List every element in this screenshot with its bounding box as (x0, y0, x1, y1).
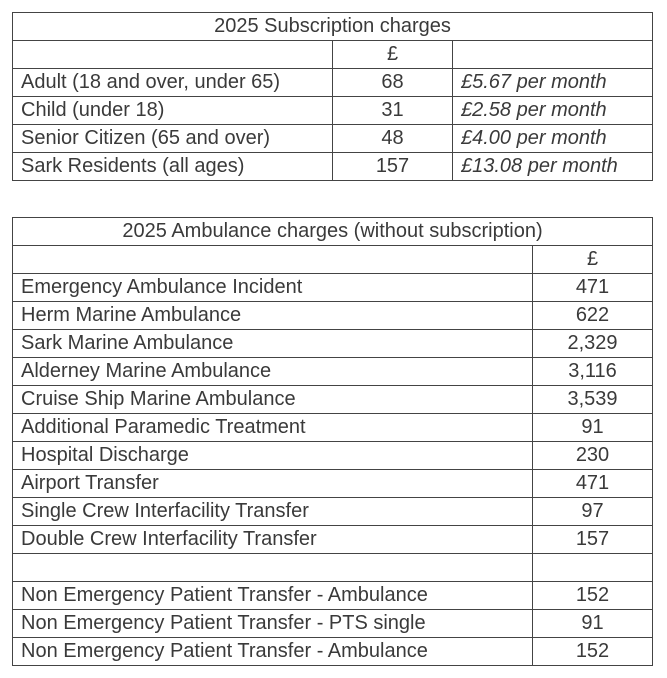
ambulance-label: Non Emergency Patient Transfer - Ambulan… (13, 638, 533, 666)
ambulance-title-row: 2025 Ambulance charges (without subscrip… (13, 218, 653, 246)
subscription-amount: 31 (333, 97, 453, 125)
ambulance-amount: 152 (533, 638, 653, 666)
ambulance-header-row: £ (13, 246, 653, 274)
subscription-label: Adult (18 and over, under 65) (13, 69, 333, 97)
table-row: Single Crew Interfacility Transfer 97 (13, 498, 653, 526)
ambulance-table: 2025 Ambulance charges (without subscrip… (12, 217, 653, 666)
table-row: Non Emergency Patient Transfer - Ambulan… (13, 638, 653, 666)
table-row: Child (under 18) 31 £2.58 per month (13, 97, 653, 125)
ambulance-label: Non Emergency Patient Transfer - PTS sin… (13, 610, 533, 638)
ambulance-amount: 97 (533, 498, 653, 526)
table-row: Alderney Marine Ambulance 3,116 (13, 358, 653, 386)
subscription-monthly: £5.67 per month (453, 69, 653, 97)
ambulance-header-blank (13, 246, 533, 274)
table-row: Double Crew Interfacility Transfer 157 (13, 526, 653, 554)
subscription-label: Sark Residents (all ages) (13, 153, 333, 181)
subscription-header-blank2 (453, 41, 653, 69)
ambulance-amount: 91 (533, 610, 653, 638)
ambulance-amount: 471 (533, 470, 653, 498)
table-row: Senior Citizen (65 and over) 48 £4.00 pe… (13, 125, 653, 153)
subscription-currency-header: £ (333, 41, 453, 69)
subscription-amount: 48 (333, 125, 453, 153)
subscription-label: Senior Citizen (65 and over) (13, 125, 333, 153)
ambulance-amount: 2,329 (533, 330, 653, 358)
ambulance-amount: 622 (533, 302, 653, 330)
table-row: Hospital Discharge 230 (13, 442, 653, 470)
subscription-amount: 157 (333, 153, 453, 181)
table-row: Airport Transfer 471 (13, 470, 653, 498)
table-row: Herm Marine Ambulance 622 (13, 302, 653, 330)
ambulance-amount: 3,539 (533, 386, 653, 414)
ambulance-currency-header: £ (533, 246, 653, 274)
table-row: Adult (18 and over, under 65) 68 £5.67 p… (13, 69, 653, 97)
table-row: Sark Marine Ambulance 2,329 (13, 330, 653, 358)
table-row: Sark Residents (all ages) 157 £13.08 per… (13, 153, 653, 181)
subscription-amount: 68 (333, 69, 453, 97)
ambulance-label: Single Crew Interfacility Transfer (13, 498, 533, 526)
table-row: Non Emergency Patient Transfer - Ambulan… (13, 582, 653, 610)
ambulance-amount: 230 (533, 442, 653, 470)
table-row: Cruise Ship Marine Ambulance 3,539 (13, 386, 653, 414)
subscription-table: 2025 Subscription charges £ Adult (18 an… (12, 12, 653, 181)
table-empty-row (13, 554, 653, 582)
subscription-monthly: £4.00 per month (453, 125, 653, 153)
subscription-title-row: 2025 Subscription charges (13, 13, 653, 41)
ambulance-label: Hospital Discharge (13, 442, 533, 470)
subscription-monthly: £13.08 per month (453, 153, 653, 181)
empty-cell (13, 554, 533, 582)
table-row: Additional Paramedic Treatment 91 (13, 414, 653, 442)
ambulance-label: Sark Marine Ambulance (13, 330, 533, 358)
subscription-monthly: £2.58 per month (453, 97, 653, 125)
subscription-label: Child (under 18) (13, 97, 333, 125)
ambulance-amount: 471 (533, 274, 653, 302)
subscription-header-blank (13, 41, 333, 69)
ambulance-label: Additional Paramedic Treatment (13, 414, 533, 442)
ambulance-amount: 152 (533, 582, 653, 610)
ambulance-label: Airport Transfer (13, 470, 533, 498)
ambulance-label: Alderney Marine Ambulance (13, 358, 533, 386)
ambulance-title: 2025 Ambulance charges (without subscrip… (13, 218, 653, 246)
ambulance-amount: 157 (533, 526, 653, 554)
ambulance-label: Cruise Ship Marine Ambulance (13, 386, 533, 414)
ambulance-label: Emergency Ambulance Incident (13, 274, 533, 302)
ambulance-label: Herm Marine Ambulance (13, 302, 533, 330)
ambulance-label: Double Crew Interfacility Transfer (13, 526, 533, 554)
subscription-header-row: £ (13, 41, 653, 69)
empty-cell (533, 554, 653, 582)
subscription-title: 2025 Subscription charges (13, 13, 653, 41)
table-spacer (12, 181, 655, 217)
ambulance-label: Non Emergency Patient Transfer - Ambulan… (13, 582, 533, 610)
table-row: Emergency Ambulance Incident 471 (13, 274, 653, 302)
ambulance-amount: 91 (533, 414, 653, 442)
table-row: Non Emergency Patient Transfer - PTS sin… (13, 610, 653, 638)
ambulance-amount: 3,116 (533, 358, 653, 386)
